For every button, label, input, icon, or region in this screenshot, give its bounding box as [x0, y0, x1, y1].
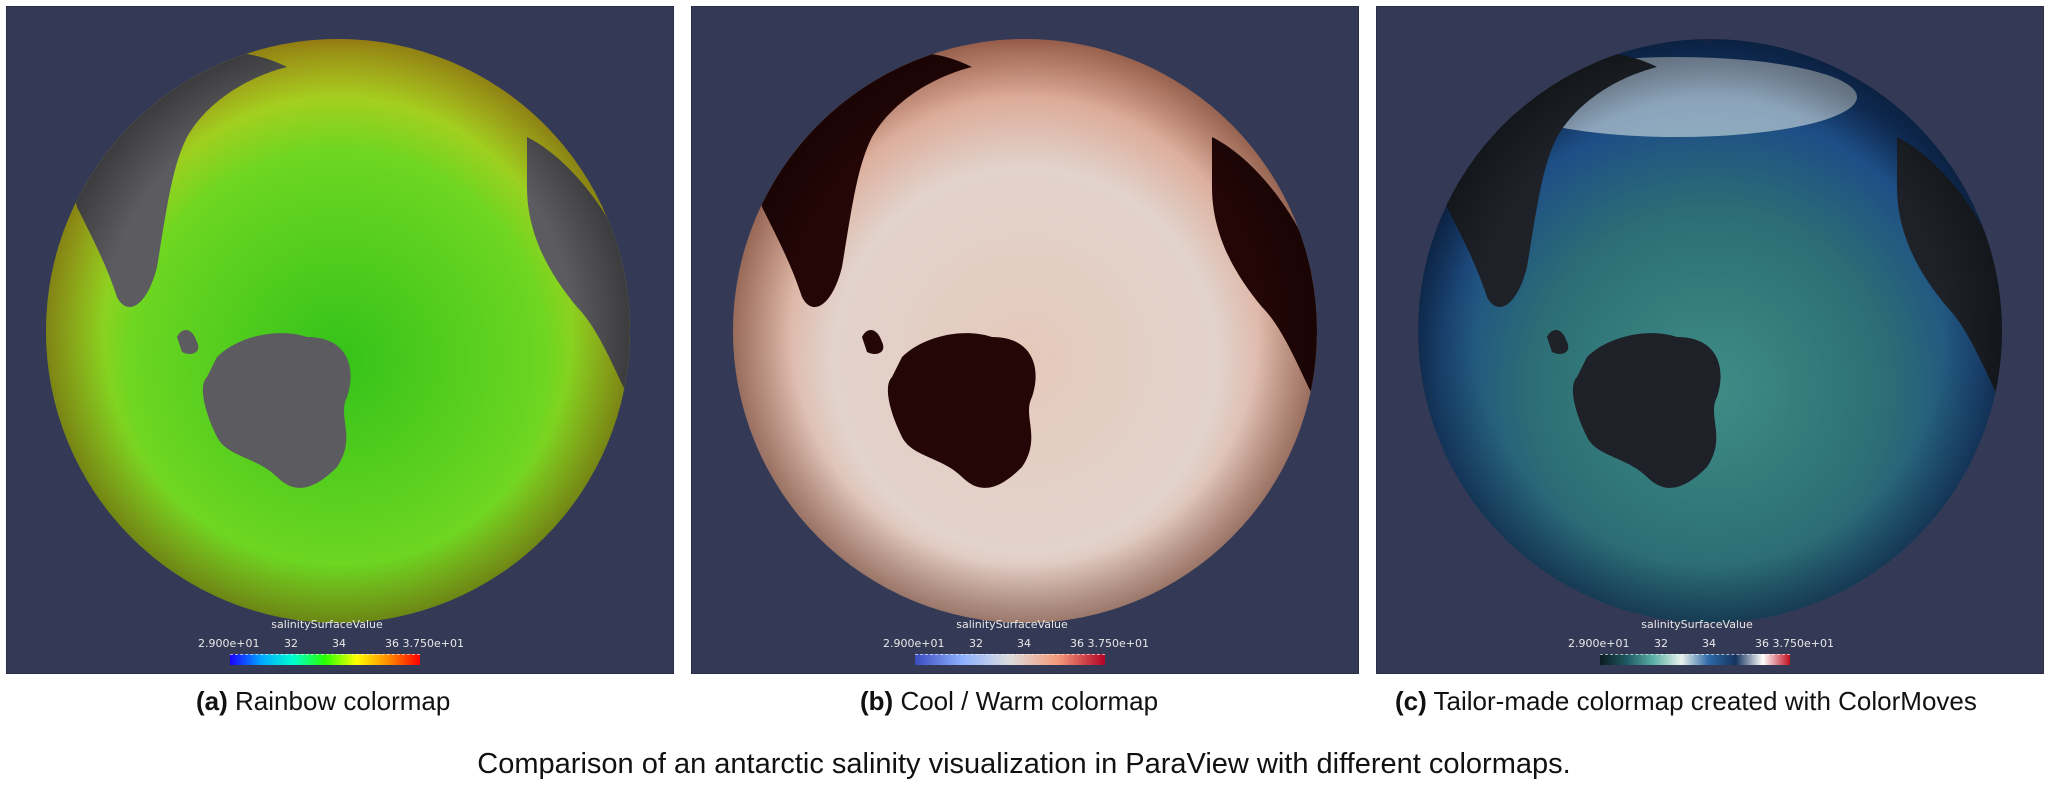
colormap-bar [1600, 654, 1790, 665]
colormap-bar [230, 654, 420, 665]
tick-label: 34 [1702, 637, 1716, 650]
rainbow-panel: salinitySurfaceValue 2.900e+01 32 34 36 … [6, 6, 674, 674]
scalar-bar-ticks: 2.900e+01 32 34 36 3.750e+01 [883, 637, 1149, 651]
tick-label: 36 3.750e+01 [1070, 637, 1149, 650]
subfigure-caption-a: (a) Rainbow colormap [196, 686, 450, 717]
scalar-bar-title: salinitySurfaceValue [271, 618, 383, 631]
tick-label: 2.900e+01 [1568, 637, 1630, 650]
scalar-bar-ticks: 2.900e+01 32 34 36 3.750e+01 [198, 637, 464, 651]
tick-label: 32 [969, 637, 983, 650]
subfigure-label: (b) [860, 686, 894, 716]
tick-label: 2.900e+01 [198, 637, 260, 650]
subfigure-caption-text: Tailor-made colormap created with ColorM… [1433, 686, 1977, 716]
subfigure-caption-c: (c) Tailor-made colormap created with Co… [1395, 686, 1977, 717]
cool-warm-panel: salinitySurfaceValue 2.900e+01 32 34 36 … [691, 6, 1359, 674]
tick-label: 34 [1017, 637, 1031, 650]
globe-render [733, 39, 1317, 623]
scalar-bar: salinitySurfaceValue 2.900e+01 32 34 36 … [198, 614, 464, 673]
globe-render [46, 39, 630, 623]
scalar-bar-ticks: 2.900e+01 32 34 36 3.750e+01 [1568, 637, 1834, 651]
subfigure-caption-b: (b) Cool / Warm colormap [860, 686, 1158, 717]
scalar-bar: salinitySurfaceValue 2.900e+01 32 34 36 … [1568, 614, 1834, 673]
figure-caption: Comparison of an antarctic salinity visu… [477, 748, 1571, 780]
colormap-bar [915, 654, 1105, 665]
tick-label: 2.900e+01 [883, 637, 945, 650]
tick-label: 32 [284, 637, 298, 650]
tick-label: 36 3.750e+01 [1755, 637, 1834, 650]
tailor-made-panel: salinitySurfaceValue 2.900e+01 32 34 36 … [1376, 6, 2044, 674]
tick-label: 32 [1654, 637, 1668, 650]
tick-label: 36 3.750e+01 [385, 637, 464, 650]
globe-render [1418, 39, 2002, 623]
scalar-bar-title: salinitySurfaceValue [1641, 618, 1753, 631]
subfigure-caption-text: Cool / Warm colormap [900, 686, 1159, 716]
subfigure-caption-text: Rainbow colormap [235, 686, 451, 716]
scalar-bar: salinitySurfaceValue 2.900e+01 32 34 36 … [883, 614, 1149, 673]
tick-label: 34 [332, 637, 346, 650]
subfigure-label: (a) [196, 686, 228, 716]
scalar-bar-title: salinitySurfaceValue [956, 618, 1068, 631]
subfigure-label: (c) [1395, 686, 1427, 716]
